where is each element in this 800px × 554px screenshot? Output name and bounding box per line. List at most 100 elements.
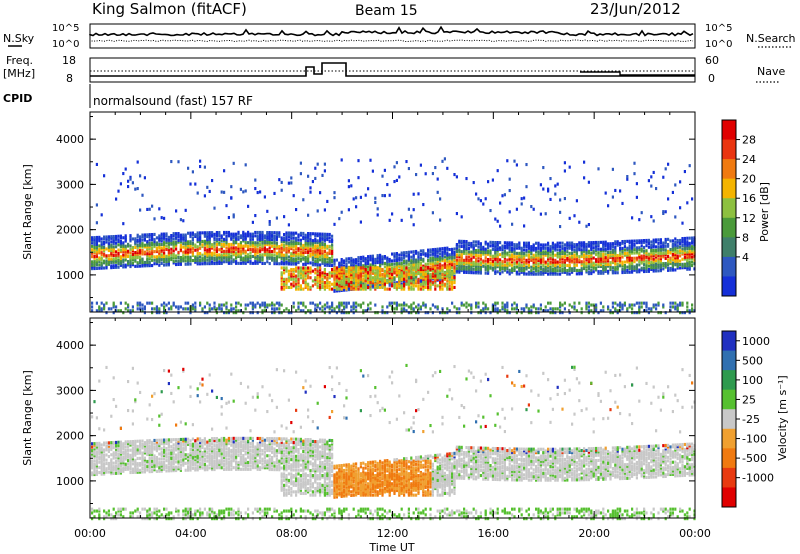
echo-cell: [571, 270, 574, 274]
echo-cell: [316, 284, 319, 288]
echo-cell: [628, 262, 631, 266]
echo-cell: [122, 246, 125, 250]
echo-cell: [599, 254, 602, 258]
echo-cell: [227, 261, 230, 265]
echo-cell: [290, 234, 293, 238]
echo-cell: [638, 247, 641, 251]
echo-cell: [275, 241, 278, 245]
echo-cell: [292, 301, 295, 305]
echo-cell: [225, 237, 228, 241]
echo-cell: [158, 263, 161, 267]
echo-cell: [681, 264, 684, 268]
echo-cell: [201, 253, 204, 257]
echo-cell: [295, 285, 298, 289]
echo-cell: [225, 249, 228, 253]
echo-cell: [103, 307, 106, 311]
echo-cell: [285, 236, 288, 240]
echo-cell: [259, 248, 262, 252]
echo-cell: [503, 307, 506, 311]
echo-cell: [537, 272, 540, 276]
echo-cell: [554, 270, 557, 274]
echo-cell: [616, 311, 619, 315]
echo-cell: [165, 244, 168, 248]
echo-cell: [285, 248, 288, 252]
echo-cell: [412, 258, 415, 262]
echo-cell: [532, 243, 535, 247]
echo-cell: [117, 265, 120, 269]
echo-cell: [667, 263, 670, 267]
echo-cell: [93, 242, 96, 246]
echo-cell: [215, 243, 218, 247]
echo-cell: [371, 259, 374, 263]
echo-cell: [189, 247, 192, 251]
echo-cell: [398, 262, 401, 266]
echo-cell: [331, 305, 334, 309]
echo-cell: [388, 259, 391, 263]
echo-cell: [239, 234, 242, 238]
echo-cell: [177, 307, 180, 311]
echo-cell: [124, 237, 127, 241]
echo-cell: [167, 249, 170, 253]
echo-cell: [177, 238, 180, 242]
echo-cell: [614, 259, 617, 263]
echo-cell: [566, 246, 569, 250]
echo-cell: [539, 270, 542, 274]
echo-cell: [107, 259, 110, 263]
echo-cell: [328, 232, 331, 236]
echo-cell: [371, 263, 374, 267]
echo-cell: [395, 252, 398, 256]
echo-cell: [244, 241, 247, 245]
echo-cell: [218, 253, 221, 257]
echo-cell: [345, 283, 348, 287]
echo-cell: [295, 254, 298, 258]
echo-cell: [388, 283, 391, 287]
echo-cell: [271, 250, 274, 254]
echo-cell: [395, 257, 398, 261]
echo-cell: [280, 248, 283, 252]
echo-cell: [403, 254, 406, 258]
echo-cell: [359, 257, 362, 261]
echo-cell: [479, 244, 482, 248]
echo-cell: [518, 262, 521, 266]
echo-cell: [297, 307, 300, 311]
echo-cell: [475, 267, 478, 271]
echo-cell: [491, 259, 494, 263]
echo-cell: [388, 264, 391, 268]
echo-cell: [189, 243, 192, 247]
echo-cell: [403, 253, 406, 257]
echo-cell: [609, 262, 612, 266]
echo-cell: [395, 161, 398, 165]
echo-cell: [441, 255, 444, 259]
echo-cell: [338, 276, 341, 280]
echo-cell: [595, 259, 598, 263]
echo-cell: [410, 311, 413, 315]
echo-cell: [547, 301, 550, 305]
echo-cell: [554, 262, 557, 266]
echo-cell: [508, 177, 511, 181]
echo-cell: [266, 260, 269, 264]
echo-cell: [453, 252, 456, 256]
echo-cell: [650, 252, 653, 256]
echo-cell: [520, 255, 523, 259]
echo-cell: [463, 270, 466, 274]
echo-cell: [667, 244, 670, 248]
echo-cell: [242, 249, 245, 253]
echo-cell: [551, 272, 554, 276]
echo-cell: [232, 213, 235, 217]
echo-cell: [451, 277, 454, 281]
echo-cell: [203, 262, 206, 266]
echo-cell: [443, 255, 446, 259]
echo-cell: [650, 240, 653, 244]
echo-cell: [307, 266, 310, 270]
echo-cell: [561, 263, 564, 267]
echo-cell: [506, 243, 509, 247]
echo-cell: [393, 284, 396, 288]
echo-cell: [647, 264, 650, 268]
echo-cell: [463, 246, 466, 250]
echo-cell: [127, 305, 130, 309]
echo-cell: [235, 311, 238, 315]
echo-cell: [285, 277, 288, 281]
echo-cell: [443, 282, 446, 286]
echo-cell: [410, 305, 413, 309]
echo-cell: [647, 238, 650, 242]
